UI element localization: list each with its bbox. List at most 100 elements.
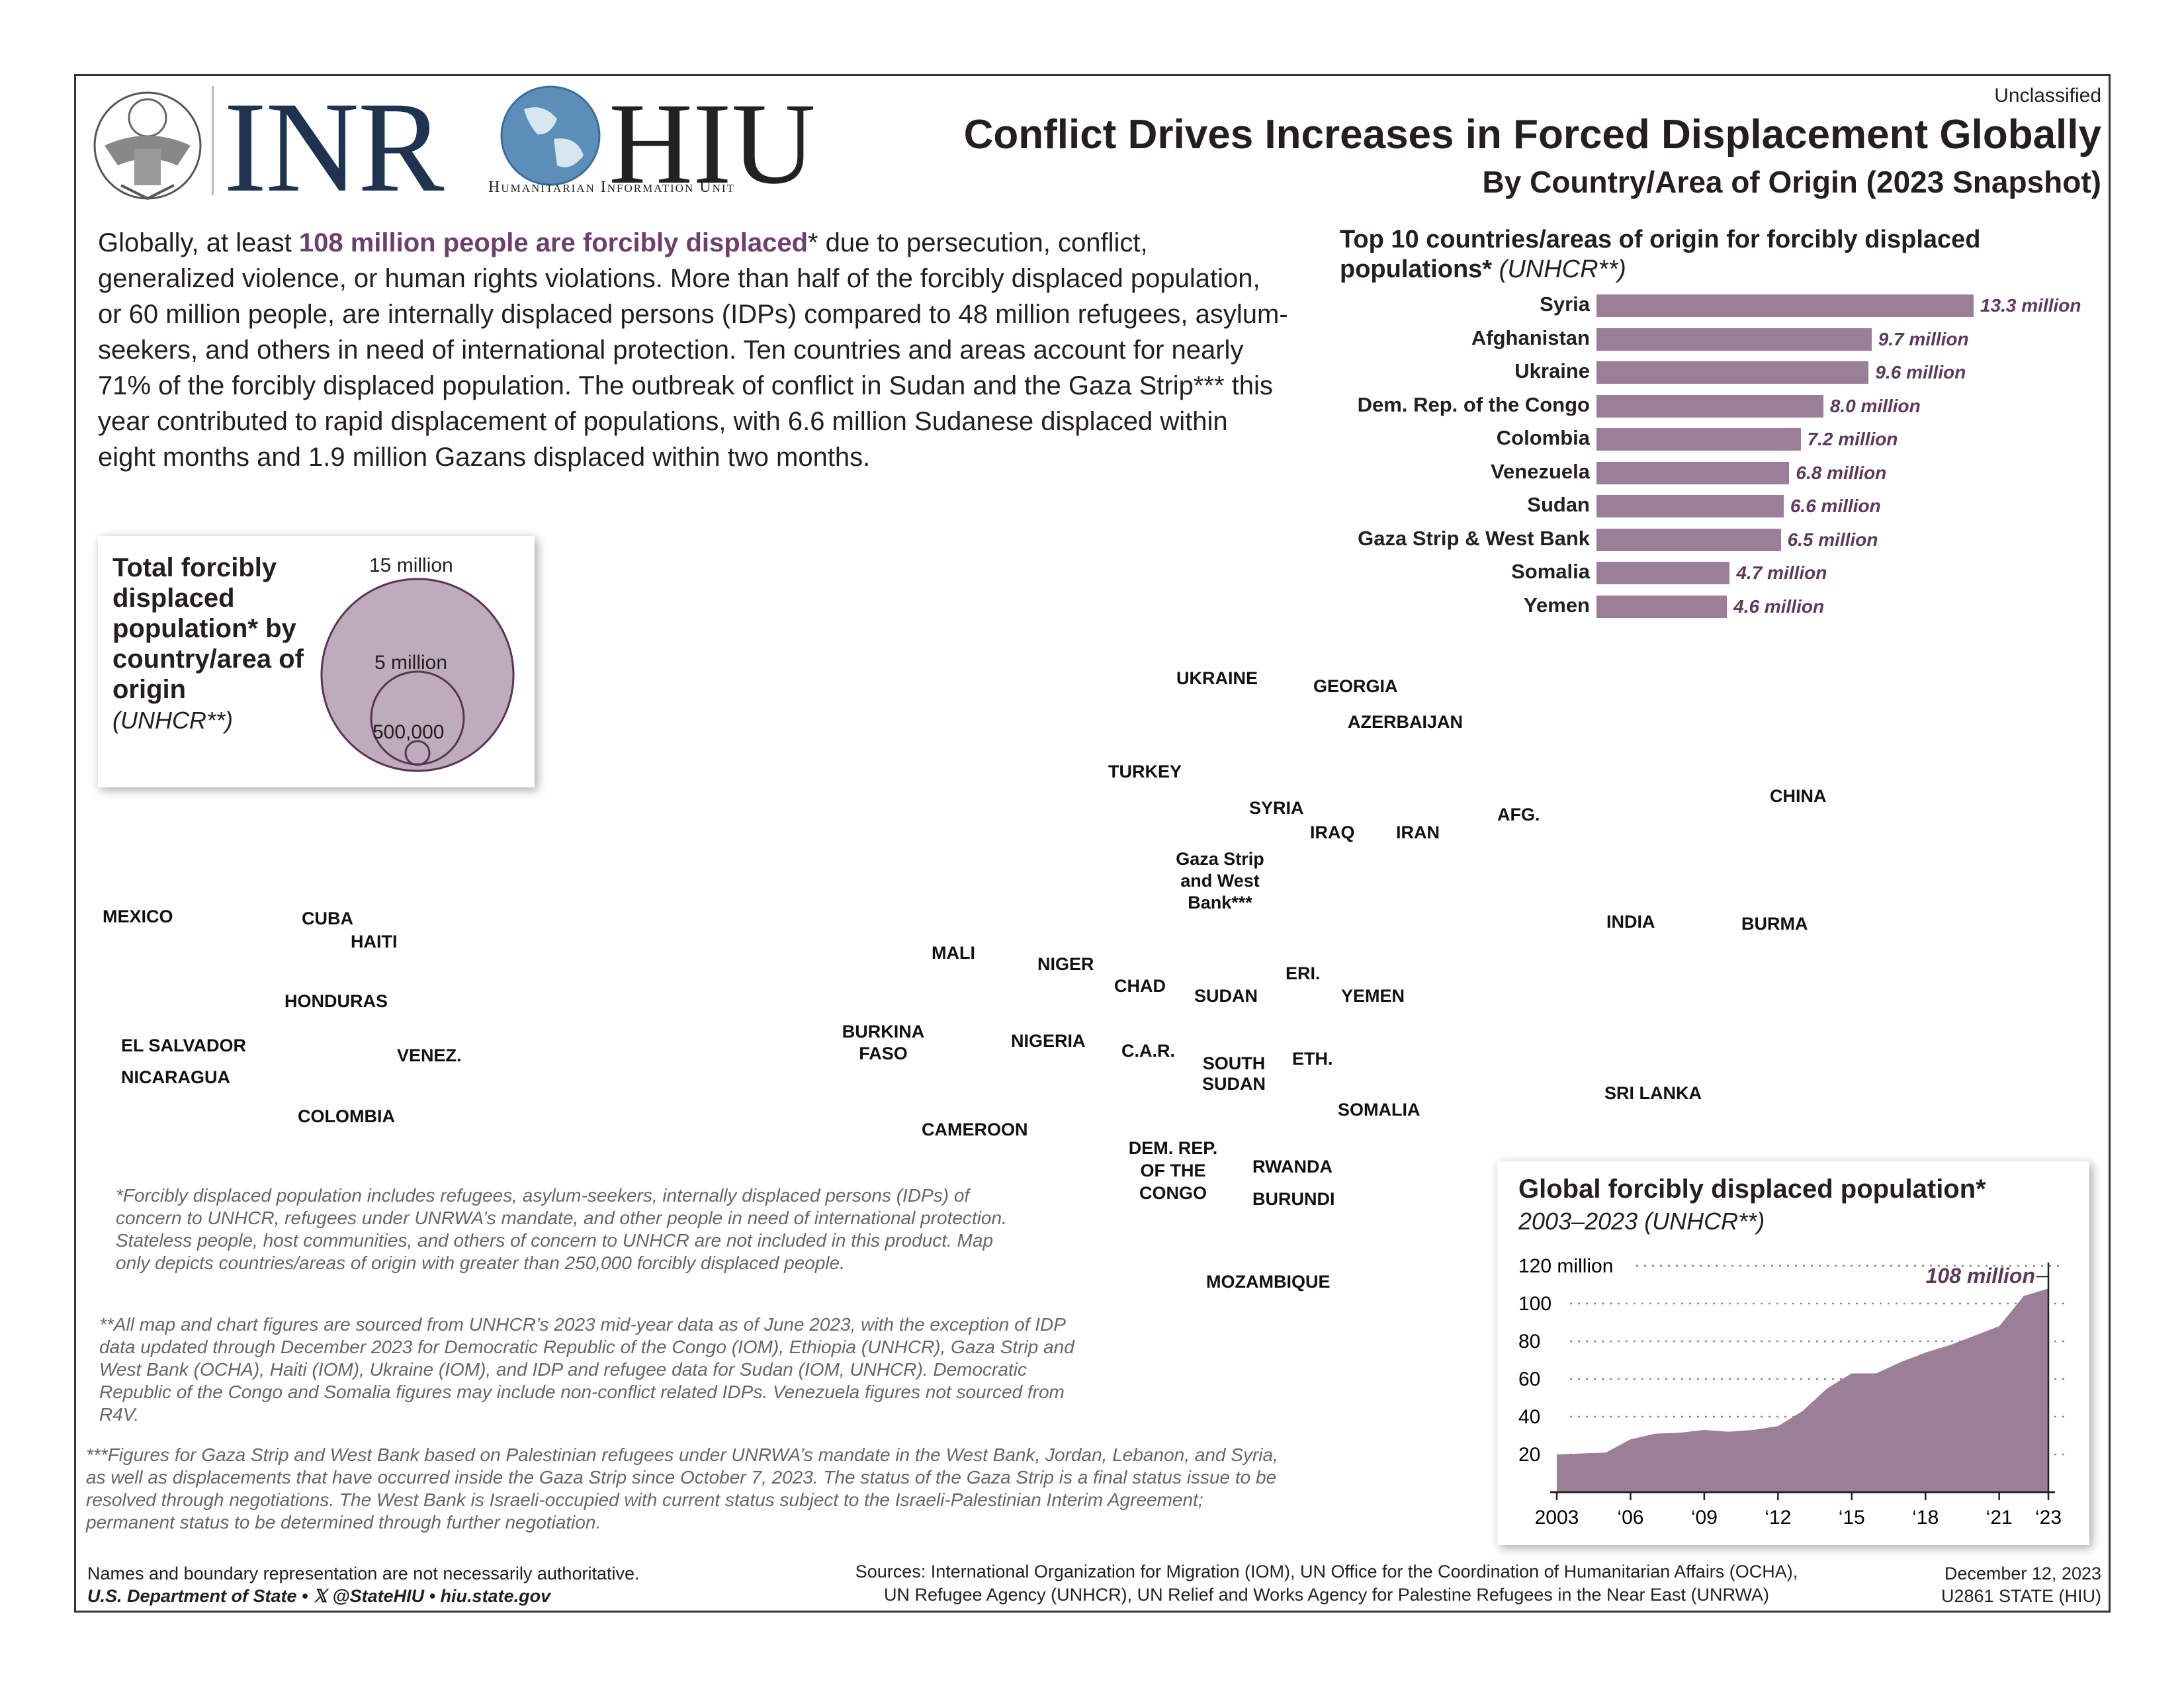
legend-circles <box>320 578 515 772</box>
y-tick-label: 20 <box>1518 1444 1540 1466</box>
bar-label: Ukraine <box>1514 359 1590 382</box>
area-chart-title: Global forcibly displaced population* <box>1518 1175 1986 1204</box>
label-iran: IRAN <box>1396 822 1440 842</box>
label-burma: BURMA <box>1741 914 1808 934</box>
bar <box>1596 428 1801 451</box>
label-rwanda: RWANDA <box>1252 1157 1332 1177</box>
area-chart-subtitle: 2003–2023 (UNHCR**) <box>1518 1208 1765 1235</box>
label-sri-lanka: SRI LANKA <box>1604 1083 1702 1103</box>
label-burkina-line2: FASO <box>859 1044 908 1063</box>
classification-marking: Unclassified <box>1994 85 2101 107</box>
label-south-sudan-line1: SOUTH <box>1202 1053 1266 1073</box>
label-india: INDIA <box>1606 912 1655 932</box>
hiu-logo: HIU <box>609 79 816 208</box>
label-colombia: COLOMBIA <box>298 1106 395 1126</box>
area-chart: 20 40 60 80 100 120 million 2003 ‘06 ‘09 ‘12 ‘15 ‘1… <box>1518 1255 2065 1529</box>
legend-label-5m: 5 million <box>374 652 448 674</box>
y-tick-label: 100 <box>1518 1293 1551 1315</box>
globe-icon <box>500 85 601 186</box>
bar-value-label: 6.5 million <box>1787 529 1878 550</box>
hiu-subtitle: Humanitarian Information Unit <box>488 179 735 196</box>
bar <box>1596 528 1781 551</box>
label-burundi: BURUNDI <box>1252 1189 1335 1209</box>
bar <box>1596 461 1790 484</box>
x-tick-label: ‘18 <box>1912 1507 1939 1529</box>
bar-label: Yemen <box>1524 593 1590 617</box>
page-subtitle: By Country/Area of Origin (2023 Snapshot… <box>1482 165 2101 199</box>
inr-logo: INR <box>224 75 445 219</box>
bar-value-label: 4.7 million <box>1736 562 1827 583</box>
y-tick-label: 60 <box>1518 1368 1540 1390</box>
label-el-salvador: EL SALVADOR <box>121 1036 247 1055</box>
label-mozambique: MOZAMBIQUE <box>1206 1272 1331 1292</box>
label-cuba: CUBA <box>302 909 353 928</box>
label-nicaragua: NICARAGUA <box>121 1067 230 1087</box>
top10-source: (UNHCR**) <box>1499 255 1626 283</box>
y-tick-label: 80 <box>1518 1331 1540 1353</box>
label-eri: ERI. <box>1286 963 1321 983</box>
y-tick-label: 120 million <box>1518 1255 1613 1277</box>
legend-title: Total forcibly displaced population* by … <box>112 553 304 704</box>
boundary-disclaimer: Names and boundary representation are no… <box>87 1564 640 1583</box>
label-gaza-line2: and West <box>1180 871 1260 891</box>
label-chad: CHAD <box>1114 976 1166 996</box>
size-legend: Total forcibly displaced population* by … <box>98 536 535 787</box>
area-chart-box: Global forcibly displaced population* 20… <box>1497 1161 2089 1545</box>
label-burkina-line1: BURKINA <box>842 1022 925 1042</box>
bar-value-label: 7.2 million <box>1807 429 1898 449</box>
label-syria: SYRIA <box>1249 798 1304 818</box>
top10-title: Top 10 countries/areas of origin for for… <box>1340 225 2068 285</box>
legend-label-500k: 500,000 <box>372 721 445 743</box>
label-south-sudan: SOUTH SUDAN <box>1194 1053 1274 1094</box>
label-sudan: SUDAN <box>1194 986 1258 1006</box>
label-ukraine: UKRAINE <box>1176 668 1258 688</box>
bar-value-label: 4.6 million <box>1733 596 1825 617</box>
label-venez: VENEZ. <box>397 1045 462 1065</box>
label-drc: DEM. REP. OF THE CONGO <box>1120 1137 1226 1204</box>
bar-label: Afghanistan <box>1471 326 1590 349</box>
sources-line-1: Sources: International Organization for … <box>855 1562 1798 1581</box>
label-somalia: SOMALIA <box>1338 1100 1420 1120</box>
bar-value-label: 9.7 million <box>1878 328 1969 349</box>
sources-line-2: UN Refugee Agency (UNHCR), UN Relief and… <box>883 1585 1770 1605</box>
intro-text-start: Globally, at least <box>98 228 299 257</box>
label-drc-line1: DEM. REP. <box>1128 1138 1218 1158</box>
x-tick-label: ‘12 <box>1765 1507 1791 1529</box>
bar <box>1596 294 1974 317</box>
top10-title-text: Top 10 countries/areas of origin for for… <box>1340 226 1981 283</box>
bar-label: Dem. Rep. of the Congo <box>1357 392 1590 416</box>
intro-text-end: * due to persecution, conflict, generali… <box>98 228 1288 472</box>
bar-value-label: 8.0 million <box>1829 395 1921 416</box>
annotation-leader <box>2036 1276 2049 1289</box>
state-seal-icon <box>93 91 202 200</box>
label-south-sudan-line2: SUDAN <box>1201 1074 1266 1094</box>
label-gaza-line3: Bank*** <box>1188 893 1252 912</box>
label-afg: AFG. <box>1497 805 1540 824</box>
label-eth: ETH. <box>1292 1049 1333 1069</box>
footnote-1: *Forcibly displaced population includes … <box>116 1185 1007 1273</box>
label-burkina-faso: BURKINA FASO <box>834 1021 933 1065</box>
legend-source: (UNHCR**) <box>112 707 233 734</box>
bar <box>1596 361 1869 384</box>
x-tick-label: ‘15 <box>1839 1507 1865 1529</box>
x-tick-label: ‘09 <box>1691 1507 1718 1529</box>
bar-label: Syria <box>1540 292 1590 316</box>
intro-paragraph: Globally, at least 108 million people ar… <box>98 225 1289 475</box>
label-niger: NIGER <box>1037 954 1094 974</box>
x-tick-label: ‘23 <box>2035 1507 2062 1529</box>
bar-label: Gaza Strip & West Bank <box>1358 526 1590 550</box>
label-azerbaijan: AZERBAIJAN <box>1348 712 1463 732</box>
annotation-108-million: 108 million <box>1926 1264 2035 1288</box>
bar <box>1596 595 1727 618</box>
x-tick-label: 2003 <box>1535 1507 1579 1529</box>
label-gaza-line1: Gaza Strip <box>1176 849 1264 869</box>
footnote-3: ***Figures for Gaza Strip and West Bank … <box>86 1444 1278 1533</box>
bar-label: Somalia <box>1511 560 1590 583</box>
bar-value-label: 9.6 million <box>1875 362 1966 382</box>
bar <box>1596 394 1823 418</box>
label-georgia: GEORGIA <box>1313 676 1398 696</box>
label-mexico: MEXICO <box>103 907 173 926</box>
label-iraq: IRAQ <box>1310 822 1355 842</box>
label-mali: MALI <box>932 943 975 963</box>
label-yemen: YEMEN <box>1341 986 1405 1006</box>
